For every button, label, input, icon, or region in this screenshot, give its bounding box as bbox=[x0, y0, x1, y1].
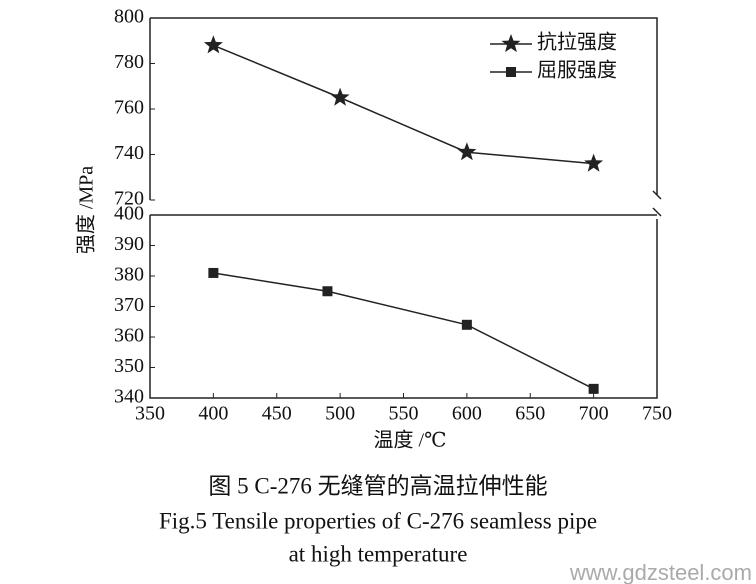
y-tick-label: 390 bbox=[114, 233, 144, 255]
x-tick-label: 450 bbox=[262, 403, 292, 425]
marker bbox=[322, 286, 333, 297]
marker bbox=[208, 267, 219, 278]
series-line bbox=[213, 44, 594, 165]
marker bbox=[203, 35, 223, 54]
legend-label: 抗拉强度 bbox=[537, 31, 617, 54]
y-tick-label: 370 bbox=[114, 294, 144, 316]
x-tick-label: 400 bbox=[198, 403, 228, 425]
y-tick-label: 350 bbox=[114, 355, 144, 377]
y-tick-label: 380 bbox=[114, 264, 144, 286]
marker bbox=[584, 153, 604, 172]
marker bbox=[461, 319, 472, 330]
legend-marker bbox=[501, 34, 521, 53]
y-axis-label: 强度 /MPa bbox=[75, 166, 98, 254]
caption-cn: 图 5 C-276 无缝管的高温拉伸性能 bbox=[208, 473, 547, 498]
watermark: www.gdzsteel.com bbox=[569, 560, 752, 584]
marker bbox=[330, 87, 350, 106]
legend-label: 屈服强度 bbox=[537, 59, 617, 82]
x-tick-label: 550 bbox=[389, 403, 419, 425]
x-tick-label: 650 bbox=[515, 403, 545, 425]
x-tick-label: 350 bbox=[135, 403, 165, 425]
marker bbox=[457, 142, 477, 161]
y-tick-label: 740 bbox=[114, 142, 144, 164]
y-tick-label: 360 bbox=[114, 325, 144, 347]
caption-en: at high temperature bbox=[289, 541, 468, 566]
caption-en: Fig.5 Tensile properties of C-276 seamle… bbox=[159, 508, 597, 533]
y-tick-label: 780 bbox=[114, 51, 144, 73]
marker bbox=[588, 383, 599, 394]
y-tick-label: 400 bbox=[114, 203, 144, 225]
x-tick-label: 500 bbox=[325, 403, 355, 425]
x-tick-label: 700 bbox=[579, 403, 609, 425]
y-tick-label: 800 bbox=[114, 6, 144, 28]
y-tick-label: 720 bbox=[114, 188, 144, 210]
legend-marker bbox=[506, 67, 516, 77]
x-axis-label: 温度 /℃ bbox=[374, 429, 447, 452]
x-tick-label: 600 bbox=[452, 403, 482, 425]
lower-frame bbox=[149, 207, 662, 399]
y-tick-label: 760 bbox=[114, 97, 144, 119]
series-line bbox=[213, 272, 594, 390]
y-tick-label: 340 bbox=[114, 386, 144, 408]
x-tick-label: 750 bbox=[642, 403, 672, 425]
